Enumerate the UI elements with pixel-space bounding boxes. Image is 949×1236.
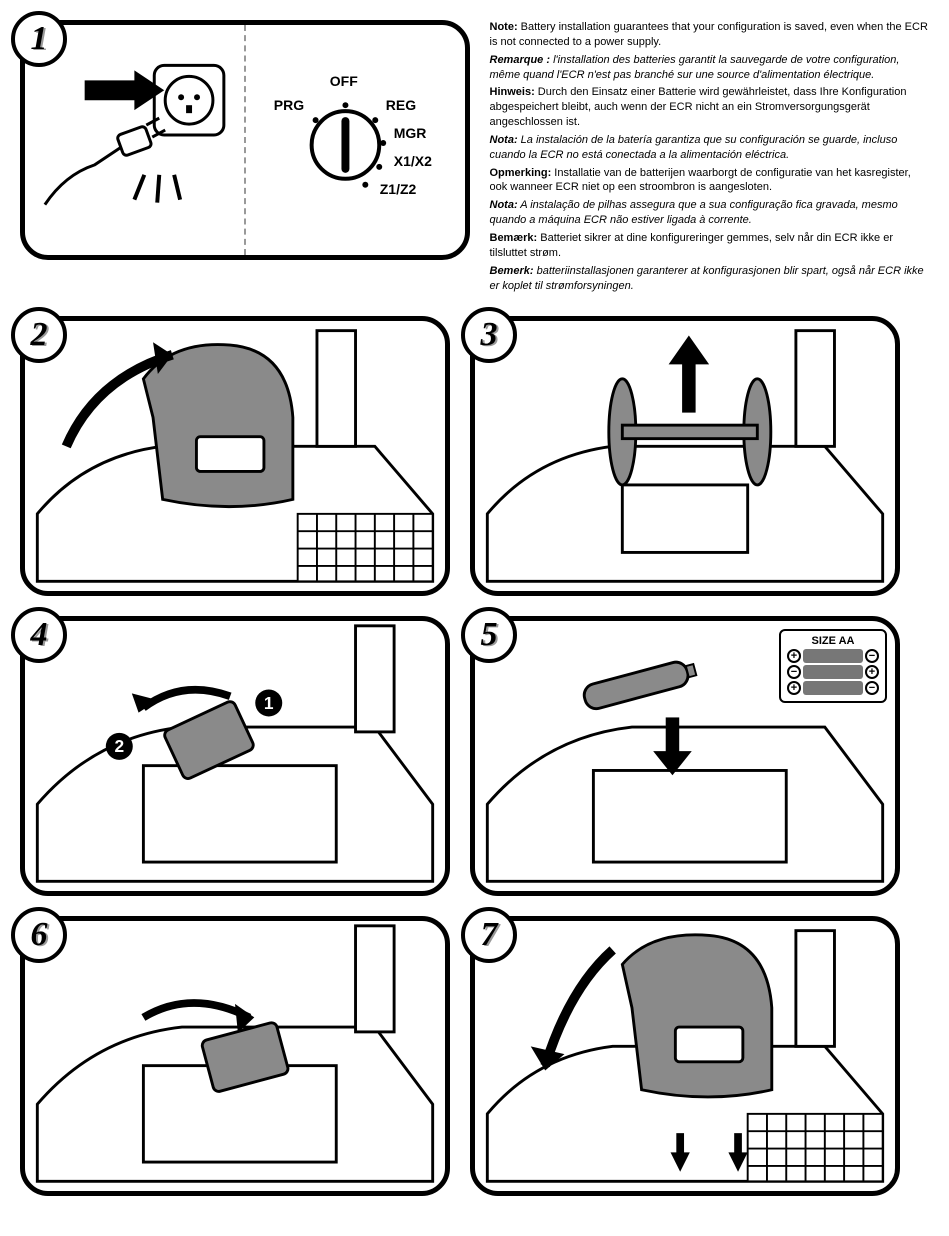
- note-en-label: Note:: [490, 21, 518, 33]
- note-es-text: La instalación de la batería garantiza q…: [490, 134, 898, 161]
- step-6-illustration: [25, 921, 445, 1191]
- step-4-badge: 4: [11, 607, 67, 663]
- step-7-panel: 7: [470, 916, 900, 1196]
- step-3-badge: 3: [461, 307, 517, 363]
- step-6-badge: 6: [11, 907, 67, 963]
- note-nl-text: Installatie van de batterijen waarborgt …: [490, 167, 911, 194]
- aa-plus-icon: +: [787, 649, 801, 663]
- note-da-label: Bemærk:: [490, 232, 538, 244]
- note-fr-text: l'installation des batteries garantit la…: [490, 54, 900, 81]
- note-pt-text: A instalação de pilhas assegura que a su…: [490, 199, 898, 226]
- aa-plus-icon: +: [865, 665, 879, 679]
- note-da-text: Batteriet sikrer at dine konfigureringer…: [490, 232, 894, 259]
- step-2-illustration: [25, 321, 445, 591]
- dial-mgr: MGR: [394, 125, 427, 141]
- step-7-badge: 7: [461, 907, 517, 963]
- row-3: 4 1 2 5: [20, 616, 929, 896]
- dial-x1x2: X1/X2: [394, 153, 432, 169]
- note-fr-label: Remarque :: [490, 54, 551, 66]
- step-1-panel: 1: [20, 20, 470, 260]
- notes-block: Note: Battery installation guarantees th…: [490, 20, 930, 296]
- note-en-text: Battery installation guarantees that you…: [490, 21, 928, 48]
- step-7-illustration: [475, 921, 895, 1191]
- step1-dial-area: OFF PRG REG MGR X1/X2 Z1/Z2: [246, 25, 465, 255]
- note-es-label: Nota:: [490, 134, 518, 146]
- step-5-panel: 5 SIZE AA +− −+ +−: [470, 616, 900, 896]
- step4-marker-1: 1: [264, 693, 274, 713]
- row-2: 2: [20, 316, 929, 596]
- row-4: 6 7: [20, 916, 929, 1196]
- dial-off: OFF: [330, 73, 358, 89]
- step-6-panel: 6: [20, 916, 450, 1196]
- step4-marker-2: 2: [114, 736, 124, 756]
- step-5-illustration: SIZE AA + − − + + −: [475, 621, 895, 891]
- note-no-text: batteriinstallasjonen garanterer at konf…: [490, 265, 924, 292]
- note-no-label: Bemerk:: [490, 265, 534, 277]
- dial-reg: REG: [386, 97, 416, 113]
- step-1-badge: 1: [11, 11, 67, 67]
- step-3-illustration: [475, 321, 895, 591]
- step-3-panel: 3: [470, 316, 900, 596]
- step-4-illustration: 1 2: [25, 621, 445, 891]
- aa-minus-icon: −: [787, 665, 801, 679]
- dial-z1z2: Z1/Z2: [380, 181, 417, 197]
- row-1: 1: [20, 20, 929, 296]
- note-de-text: Durch den Einsatz einer Batterie wird ge…: [490, 86, 907, 128]
- dial-prg: PRG: [274, 97, 304, 113]
- aa-minus-icon: −: [865, 681, 879, 695]
- aa-minus-icon: −: [865, 649, 879, 663]
- size-aa-label: SIZE AA: [787, 635, 879, 647]
- step-4-panel: 4 1 2: [20, 616, 450, 896]
- note-nl-label: Opmerking:: [490, 167, 552, 179]
- note-pt-label: Nota:: [490, 199, 518, 211]
- step-2-panel: 2: [20, 316, 450, 596]
- size-aa-inset: SIZE AA + − − + + −: [779, 629, 887, 703]
- step-5-badge: 5: [461, 607, 517, 663]
- step-2-badge: 2: [11, 307, 67, 363]
- note-de-label: Hinweis:: [490, 86, 535, 98]
- aa-plus-icon: +: [787, 681, 801, 695]
